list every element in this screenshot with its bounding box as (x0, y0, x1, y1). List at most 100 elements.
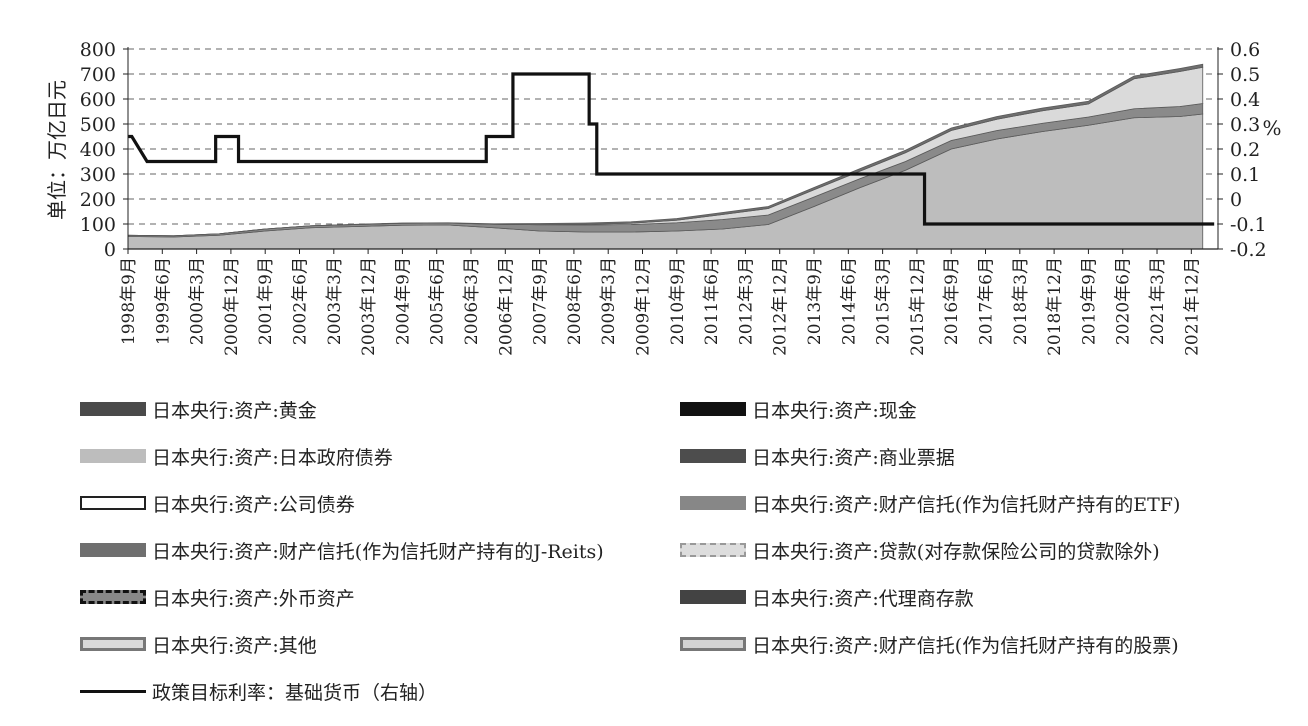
legend-swatch (680, 590, 746, 604)
legend-swatch (80, 449, 146, 463)
legend-swatch (80, 496, 146, 510)
x-tick-label: 2000年12月 (222, 257, 242, 356)
x-tick-label: 2005年6月 (428, 257, 448, 345)
x-tick-label: 2012年3月 (736, 257, 756, 345)
x-tick-label: 2001年9月 (256, 257, 276, 345)
legend-item: 日本央行:资产:其他 (80, 632, 317, 657)
x-axis-tick-labels: 1998年9月 1999年6月 2000年3月 2000年12月 2001年9月 2002… (119, 249, 1202, 356)
legend-item: 日本央行:资产:代理商存款 (680, 585, 974, 610)
legend-item: 日本央行:资产:财产信托(作为信托财产持有的J-Reits) (80, 538, 604, 563)
y-tick-label: 100 (80, 214, 116, 236)
x-tick-label: 2002年6月 (291, 257, 311, 345)
x-tick-label: 2016年9月 (942, 257, 962, 345)
x-tick-label: 2021年12月 (1182, 257, 1202, 356)
area-others (127, 63, 1204, 237)
legend-label: 日本央行:资产:代理商存款 (752, 587, 974, 610)
legend-item: 日本央行:资产:现金 (680, 397, 917, 422)
gridlines (128, 48, 1218, 225)
legend-swatch (80, 590, 146, 604)
stacked-areas (127, 63, 1204, 250)
x-tick-label: 2000年3月 (188, 257, 208, 345)
legend-swatch (680, 637, 746, 651)
legend-item: 日本央行:资产:财产信托(作为信托财产持有的ETF) (680, 491, 1181, 516)
legend-label: 日本央行:资产:外币资产 (152, 587, 355, 610)
y2-tick-label: 0.3 (1230, 114, 1260, 136)
y2-tick-label: 0.6 (1230, 39, 1260, 61)
y2-tick-label: 0 (1230, 189, 1242, 211)
legend-swatch (680, 402, 746, 416)
legend-label: 日本央行:资产:公司债券 (152, 493, 355, 516)
y-tick-label: 600 (80, 89, 116, 111)
y2-tick-label: -0.1 (1230, 214, 1267, 236)
legend-swatch (680, 543, 746, 557)
y-tick-label: 800 (80, 39, 116, 61)
legend-item: 日本央行:资产:公司债券 (80, 491, 355, 516)
legend-swatch (80, 543, 146, 557)
y-tick-label: 300 (80, 164, 116, 186)
legend-swatch (680, 449, 746, 463)
x-tick-label: 2015年12月 (908, 257, 928, 356)
left-axis-tick-labels: 0 100 200 300 400 500 600 700 800 (80, 39, 128, 261)
legend-swatch (80, 402, 146, 416)
legend-label: 日本央行:资产:商业票据 (752, 446, 955, 469)
legend-swatch (680, 496, 746, 510)
y-axis-title: 单位：万亿日元 (45, 80, 69, 220)
legend-label: 日本央行:资产:日本政府债券 (152, 446, 393, 469)
y2-tick-label: 0.1 (1230, 164, 1260, 186)
legend-label: 日本央行:资产:贷款(对存款保险公司的贷款除外) (752, 540, 1160, 563)
x-tick-label: 2007年9月 (531, 257, 551, 345)
x-tick-label: 2011年6月 (702, 257, 722, 345)
legend-item: 日本央行:资产:黄金 (80, 397, 317, 422)
x-tick-label: 2018年12月 (1045, 257, 1065, 356)
legend-swatch (80, 637, 146, 651)
x-tick-label: 2006年12月 (496, 257, 516, 356)
x-tick-label: 2014年6月 (839, 257, 859, 345)
legend-item: 日本央行:资产:商业票据 (680, 444, 955, 469)
x-tick-label: 2020年6月 (1114, 257, 1134, 345)
legend-item: 日本央行:资产:财产信托(作为信托财产持有的股票) (680, 632, 1179, 657)
legend-label: 日本央行:资产:黄金 (152, 399, 317, 422)
x-tick-label: 2018年3月 (1011, 257, 1031, 345)
legend-label: 日本央行:资产:财产信托(作为信托财产持有的股票) (752, 634, 1179, 657)
y-tick-label: 200 (80, 189, 116, 211)
policy-rate-line (128, 72, 1215, 226)
y2-tick-label: 0.2 (1230, 139, 1260, 161)
x-tick-label: 2004年9月 (393, 257, 413, 345)
legend-item: 政策目标利率：基础货币（右轴） (80, 679, 438, 704)
x-tick-label: 2003年3月 (325, 257, 345, 345)
axes (127, 47, 1219, 250)
y-tick-label: 500 (80, 114, 116, 136)
y2-tick-label: 0.4 (1230, 89, 1260, 111)
legend-item: 日本央行:资产:外币资产 (80, 585, 355, 610)
y2-tick-label: 0.5 (1230, 64, 1260, 86)
x-tick-label: 2009年12月 (634, 257, 654, 356)
policy-rate-line-group (128, 72, 1215, 226)
legend-label: 日本央行:资产:财产信托(作为信托财产持有的J-Reits) (152, 540, 604, 563)
y2-axis-title: % (1262, 116, 1281, 140)
x-tick-label: 1999年6月 (153, 257, 173, 345)
x-tick-label: 2019年9月 (1079, 257, 1099, 345)
x-tick-label: 2008年6月 (565, 257, 585, 345)
legend-label: 政策目标利率：基础货币（右轴） (152, 681, 438, 704)
legend-label: 日本央行:资产:财产信托(作为信托财产持有的ETF) (752, 493, 1181, 516)
legend-label: 日本央行:资产:现金 (752, 399, 917, 422)
legend-swatch (80, 689, 146, 693)
x-tick-label: 1998年9月 (119, 257, 139, 345)
x-tick-label: 2017年6月 (977, 257, 997, 345)
x-tick-label: 2009年3月 (599, 257, 619, 345)
y-tick-label: 400 (80, 139, 116, 161)
x-tick-label: 2013年9月 (805, 257, 825, 345)
x-tick-label: 2012年12月 (771, 257, 791, 356)
y-tick-label: 700 (80, 64, 116, 86)
x-tick-label: 2003年12月 (359, 257, 379, 356)
right-axis-tick-labels: 0.6 0.5 0.4 0.3 0.2 0.1 0 -0.1 -0.2 (1218, 39, 1267, 261)
legend-item: 日本央行:资产:贷款(对存款保险公司的贷款除外) (680, 538, 1160, 563)
x-tick-label: 2010年9月 (668, 257, 688, 345)
x-tick-label: 2015年3月 (874, 257, 894, 345)
x-tick-label: 2006年3月 (462, 257, 482, 345)
legend-item: 日本央行:资产:日本政府债券 (80, 444, 393, 469)
x-tick-label: 2021年3月 (1148, 257, 1168, 345)
legend-label: 日本央行:资产:其他 (152, 634, 317, 657)
y-tick-label: 0 (104, 239, 116, 261)
